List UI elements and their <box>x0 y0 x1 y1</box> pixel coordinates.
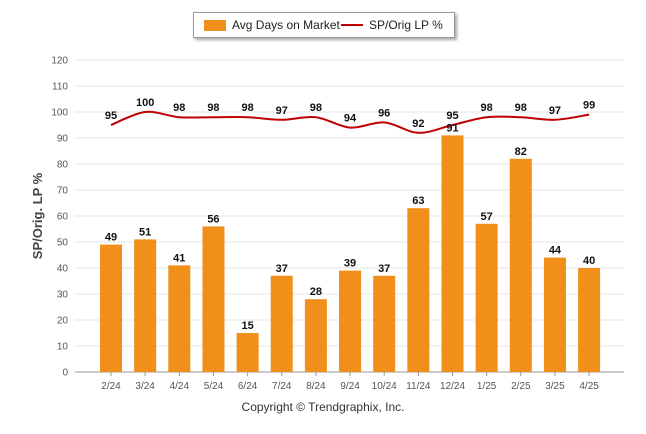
x-tick-label: 2/25 <box>511 381 531 392</box>
data-labels: 49 51 41 56 15 37 28 39 37 63 91 57 82 44 40 95 100 98 98 9… <box>105 97 595 332</box>
legend-swatch-line <box>341 24 363 26</box>
bar-data-label: 57 <box>481 211 493 223</box>
bar <box>543 257 566 372</box>
line-data-label: 95 <box>105 110 117 122</box>
copyright-text: Copyright © Trendgraphix, Inc. <box>241 400 405 414</box>
bar-data-label: 37 <box>378 263 390 275</box>
legend-label-bar: Avg Days on Market <box>232 18 340 32</box>
bar <box>441 135 464 372</box>
bar-data-label: 82 <box>515 146 527 158</box>
line-data-label: 98 <box>173 102 185 114</box>
y-tick-label: 90 <box>57 134 69 145</box>
bar-data-label: 63 <box>412 195 424 207</box>
bar-data-label: 49 <box>105 232 117 244</box>
x-tick-label: 5/24 <box>204 381 224 392</box>
bar <box>236 333 259 372</box>
x-tick-label: 3/24 <box>135 381 155 392</box>
y-axis: 0 10 20 30 40 50 60 70 80 90 100 110 120 <box>51 56 68 379</box>
line-data-label: 98 <box>515 102 527 114</box>
gridlines <box>75 59 624 373</box>
y-tick-label: 10 <box>57 342 69 353</box>
y-tick-label: 30 <box>57 290 69 301</box>
bar <box>509 158 532 372</box>
bar-data-label: 37 <box>276 263 288 275</box>
x-tick-label: 8/24 <box>306 381 326 392</box>
line-data-label: 95 <box>446 110 458 122</box>
legend-label-line: SP/Orig LP % <box>369 18 443 32</box>
bar <box>475 223 498 372</box>
x-axis: 2/24 3/24 4/24 5/24 6/24 7/24 8/24 9/24 10/24 11/… <box>101 372 599 392</box>
x-tick-label: 1/25 <box>477 381 497 392</box>
x-tick-label: 4/24 <box>170 381 190 392</box>
x-tick-label: 9/24 <box>340 381 360 392</box>
x-tick-label: 7/24 <box>272 381 292 392</box>
y-tick-label: 0 <box>62 368 68 379</box>
line-data-label: 94 <box>344 113 357 125</box>
bar-data-label: 15 <box>241 320 253 332</box>
y-tick-label: 100 <box>51 108 68 119</box>
y-axis-label: SP/Orig. LP % <box>30 172 45 259</box>
bar <box>134 239 157 372</box>
y-tick-label: 110 <box>52 82 68 93</box>
bar <box>339 270 362 372</box>
y-tick-label: 60 <box>57 212 69 223</box>
bar <box>304 299 327 372</box>
line-data-label: 97 <box>276 105 288 117</box>
legend-swatch-bar <box>204 19 226 31</box>
y-tick-label: 20 <box>57 316 69 327</box>
bar-data-label: 51 <box>139 226 151 238</box>
bar <box>270 275 293 372</box>
line-path <box>110 110 590 134</box>
legend-item-bar: Avg Days on Market <box>204 13 340 37</box>
bar-data-label: 56 <box>207 213 219 225</box>
bar <box>100 244 122 372</box>
line-data-label: 98 <box>207 102 219 114</box>
bar-data-label: 40 <box>583 255 595 267</box>
legend: Avg Days on Market SP/Orig LP % <box>193 12 455 38</box>
line-data-label: 92 <box>412 118 424 130</box>
bar <box>202 226 225 372</box>
bar-data-label: 28 <box>310 286 322 298</box>
x-tick-label: 10/24 <box>372 381 397 392</box>
legend-item-line: SP/Orig LP % <box>341 13 443 37</box>
bar-data-label: 44 <box>549 245 562 257</box>
bar <box>407 208 430 372</box>
bar <box>373 275 396 372</box>
x-tick-label: 12/24 <box>440 381 465 392</box>
line-data-label: 97 <box>549 105 561 117</box>
line-data-label: 98 <box>241 102 253 114</box>
bar <box>168 265 191 372</box>
bar-data-label: 91 <box>446 122 458 134</box>
line-series <box>110 110 590 134</box>
x-tick-label: 4/25 <box>579 381 599 392</box>
line-data-label: 99 <box>583 100 595 112</box>
x-tick-label: 6/24 <box>238 381 258 392</box>
bar-data-label: 39 <box>344 258 356 270</box>
y-tick-label: 40 <box>57 264 69 275</box>
y-tick-label: 50 <box>57 238 69 249</box>
bar-series <box>100 135 601 372</box>
x-tick-label: 2/24 <box>101 381 121 392</box>
y-tick-label: 70 <box>57 186 69 197</box>
bar <box>578 268 601 372</box>
y-tick-label: 80 <box>57 160 69 171</box>
line-data-label: 98 <box>481 102 493 114</box>
x-tick-label: 11/24 <box>406 381 431 392</box>
line-data-label: 96 <box>378 107 390 119</box>
y-tick-label: 120 <box>51 56 68 67</box>
line-data-label: 98 <box>310 102 322 114</box>
x-tick-label: 3/25 <box>545 381 565 392</box>
line-data-label: 100 <box>136 97 154 109</box>
bar-data-label: 41 <box>173 252 185 264</box>
